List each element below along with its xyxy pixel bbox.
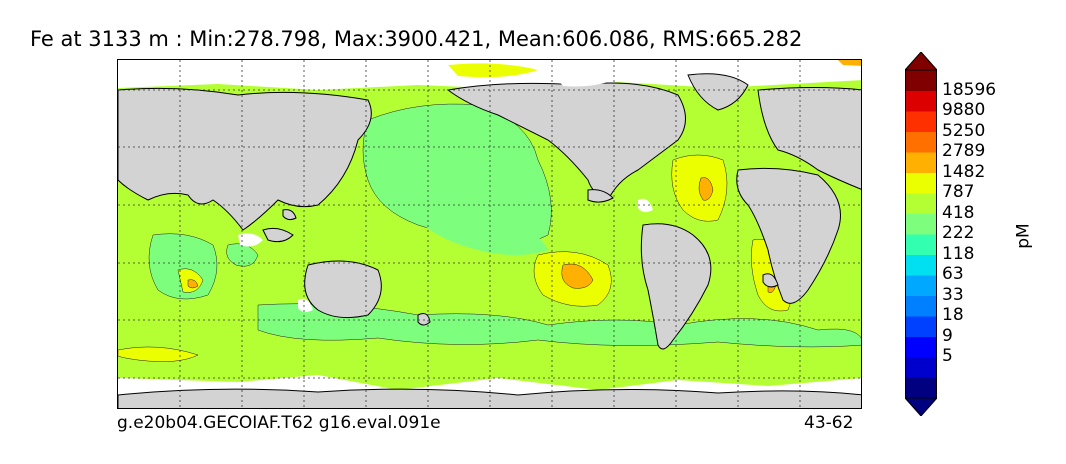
southwest-yellow xyxy=(118,346,199,362)
colorbar-tick-label: 63 xyxy=(942,264,964,284)
colorbar-segment xyxy=(905,172,937,194)
south-pacific-orange xyxy=(561,263,594,289)
colorbar-tick-label: 118 xyxy=(942,243,975,264)
colorbar-tick-label: 222 xyxy=(942,223,975,243)
colorbar-segment xyxy=(905,254,937,276)
colorbar-segment xyxy=(905,295,937,317)
colorbar-segment xyxy=(905,336,937,358)
arctic-yellow-patch xyxy=(448,63,538,78)
indian-ocean-orange xyxy=(187,279,199,289)
colorbar-tick-label: 418 xyxy=(942,202,975,223)
map-title: Fe at 3133 m : Min:278.798, Max:3900.421… xyxy=(30,27,803,51)
land-central-america xyxy=(587,189,614,203)
colorbar-segment xyxy=(905,131,937,153)
land-australia xyxy=(304,260,382,319)
colorbar-segment xyxy=(905,111,937,132)
colorbar-segment xyxy=(905,377,937,399)
colorbar-tick-label: 5250 xyxy=(942,120,986,141)
colorbar-tick-label: 5 xyxy=(942,346,953,366)
colorbar-tick-label: 33 xyxy=(942,284,964,305)
colorbar-segment xyxy=(905,234,937,255)
land-indonesia xyxy=(262,227,294,243)
colorbar-segment xyxy=(905,152,937,173)
colorbar-segment xyxy=(905,357,937,378)
colorbar-tick-label: 9880 xyxy=(942,100,986,120)
colorbar-segment xyxy=(905,90,937,112)
land-europe xyxy=(757,87,861,190)
colorbar-tick-label: 1482 xyxy=(942,161,986,182)
land-eurasia-west xyxy=(118,87,372,231)
land-islands xyxy=(282,209,297,221)
colorbar-segment xyxy=(905,316,937,337)
colorbar-segment xyxy=(905,193,937,214)
arctic-orange-patch xyxy=(838,60,861,66)
colorbar-segment xyxy=(905,213,937,235)
southern-green-band xyxy=(257,303,861,348)
land-madagascar xyxy=(762,273,779,288)
colorbar-top-extension xyxy=(905,52,937,71)
footer-years: 43-62 xyxy=(804,413,854,433)
colorbar-tick-label: 18596 xyxy=(942,79,997,100)
central-pacific-green xyxy=(418,196,548,255)
graticule xyxy=(118,60,861,408)
land-new-zealand xyxy=(417,313,431,326)
colorbar xyxy=(905,52,937,416)
land-antarctica xyxy=(118,388,861,408)
colorbar-tick-label: 18 xyxy=(942,305,964,325)
land-africa xyxy=(736,167,841,304)
map-svg xyxy=(118,60,861,408)
north-atlantic-orange xyxy=(698,177,714,201)
colorbar-segment xyxy=(905,70,937,91)
colorbar-unit: pM xyxy=(1013,223,1034,249)
colorbar-tick-label: 787 xyxy=(942,182,975,202)
colorbar-tick-label: 2789 xyxy=(942,141,986,161)
colorbar-tick-label: 9 xyxy=(942,325,953,346)
map-panel xyxy=(117,59,862,409)
colorbar-segment xyxy=(905,275,937,296)
footer-run-id: g.e20b04.GECOIAF.T62 g16.eval.091e xyxy=(117,413,441,433)
land-greenland xyxy=(687,73,749,111)
colorbar-bottom-extension xyxy=(905,397,937,416)
